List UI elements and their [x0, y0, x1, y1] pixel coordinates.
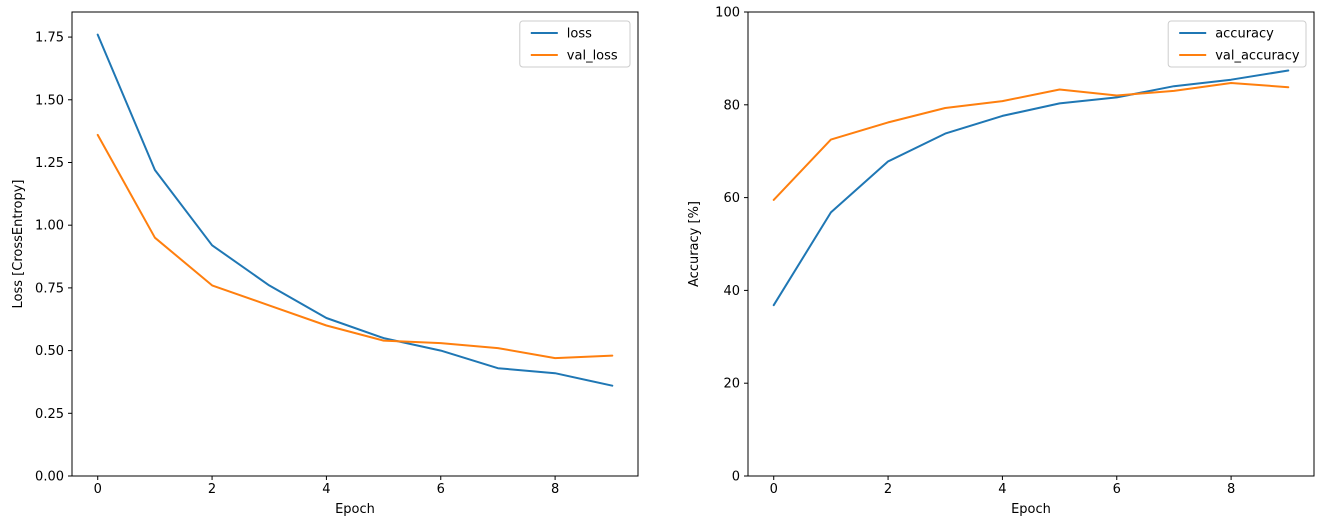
x-tick-label: 6	[1113, 482, 1121, 497]
y-axis-label: Accuracy [%]	[687, 201, 702, 287]
plot-area	[747, 11, 1315, 477]
val_accuracy-line	[772, 82, 1290, 201]
y-tick-label: 0.75	[35, 281, 64, 296]
legend: accuracy val_accuracy	[1167, 20, 1307, 68]
y-tick-label: 0.50	[35, 344, 64, 359]
x-tick-label: 4	[322, 482, 330, 497]
plot-area	[71, 11, 639, 477]
x-tick-label: 2	[208, 482, 216, 497]
legend-label: val_accuracy	[1215, 49, 1300, 64]
loss-chart: 0 2 4 6 8 0.00 0.25 0.50 0.75 1.00 1.25 1.50 1.75 Epo…	[11, 11, 639, 517]
x-tick-label: 6	[437, 482, 445, 497]
y-tick-label: 100	[715, 6, 740, 21]
y-axis-label: Loss [CrossEntropy]	[11, 180, 26, 309]
y-tick-label: 20	[723, 377, 740, 392]
loss-line	[96, 33, 614, 387]
legend: loss val_loss	[519, 20, 631, 68]
legend-label: val_loss	[567, 49, 618, 64]
accuracy-line	[772, 69, 1290, 307]
y-tick-label: 1.75	[35, 31, 64, 46]
y-tick-label: 1.00	[35, 219, 64, 234]
x-axis-label: Epoch	[335, 502, 375, 517]
x-tick-label: 8	[1227, 482, 1235, 497]
y-tick-label: 0.00	[35, 470, 64, 485]
legend-label: loss	[567, 27, 592, 42]
y-tick-label: 0.25	[35, 407, 64, 422]
legend-label: accuracy	[1215, 27, 1274, 42]
x-axis-label: Epoch	[1011, 502, 1051, 517]
x-tick-label: 0	[94, 482, 102, 497]
x-tick-label: 0	[770, 482, 778, 497]
y-tick-label: 1.50	[35, 93, 64, 108]
y-tick-label: 40	[723, 284, 740, 299]
x-tick-label: 2	[884, 482, 892, 497]
y-tick-label: 1.25	[35, 156, 64, 171]
y-tick-label: 80	[723, 98, 740, 113]
val_loss-line	[96, 133, 614, 360]
y-tick-label: 0	[732, 470, 740, 485]
x-tick-label: 4	[998, 482, 1006, 497]
x-tick-label: 8	[551, 482, 559, 497]
y-tick-label: 60	[723, 191, 740, 206]
